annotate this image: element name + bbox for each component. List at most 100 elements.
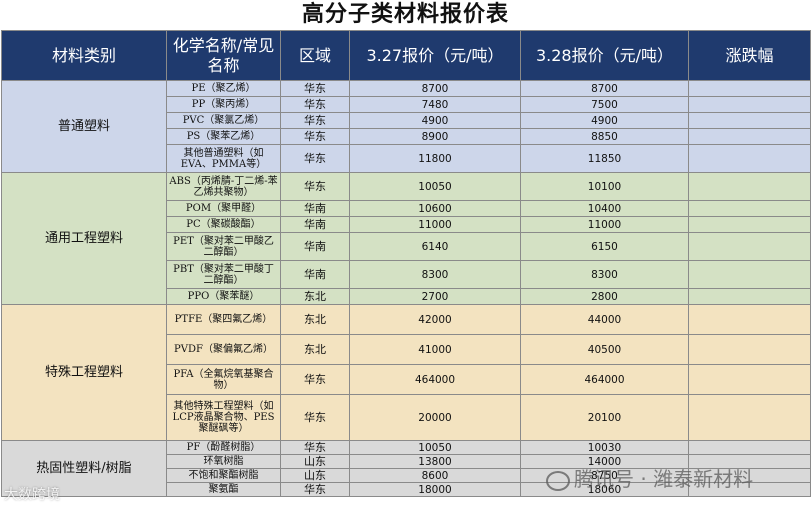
chemical-name: PTFE（聚四氟乙烯）: [166, 304, 281, 335]
chemical-name: PC（聚碳酸酯）: [166, 216, 281, 233]
price-327: 42000: [349, 304, 521, 335]
header-price-327: 3.27报价（元/吨）: [349, 30, 521, 81]
region-cell: 华东: [280, 80, 350, 97]
change-cell: [688, 394, 811, 441]
chemical-name: PF（酚醛树脂）: [166, 440, 281, 455]
chemical-name: PS（聚苯乙烯）: [166, 128, 281, 145]
change-cell: [688, 482, 811, 497]
chemical-name: PET（聚对苯二甲酸乙二醇酯）: [166, 232, 281, 261]
price-327: 13800: [349, 454, 521, 469]
chemical-name: 其他普通塑料（如EVA、PMMA等）: [166, 144, 281, 173]
price-328: 11000: [520, 216, 689, 233]
price-328: 7500: [520, 96, 689, 113]
price-327: 8300: [349, 260, 521, 289]
chemical-name: PPO（聚苯醚）: [166, 288, 281, 305]
header-change: 涨跌幅: [688, 30, 811, 81]
table-row: 环氧树脂 山东 13800 14000: [2, 454, 811, 469]
price-328: 11850: [520, 144, 689, 173]
chemical-name: 环氧树脂: [166, 454, 281, 469]
region-cell: 华东: [280, 144, 350, 173]
header-price-328: 3.28报价（元/吨）: [520, 30, 689, 81]
change-cell: [688, 260, 811, 289]
price-328: 10100: [520, 172, 689, 201]
chemical-name: PP（聚丙烯）: [166, 96, 281, 113]
price-327: 4900: [349, 112, 521, 129]
change-cell: [688, 364, 811, 395]
price-327: 8600: [349, 468, 521, 483]
price-327: 41000: [349, 334, 521, 365]
region-cell: 东北: [280, 288, 350, 305]
region-cell: 华东: [280, 364, 350, 395]
chemical-name: 其他特殊工程塑料（如LCP液晶聚合物、PES聚醚砜等）: [166, 394, 281, 441]
region-cell: 华东: [280, 440, 350, 455]
region-cell: 华东: [280, 112, 350, 129]
table-row: 其他特殊工程塑料（如LCP液晶聚合物、PES聚醚砜等） 华东 20000 201…: [2, 394, 811, 441]
change-cell: [688, 112, 811, 129]
change-cell: [688, 216, 811, 233]
price-327: 2700: [349, 288, 521, 305]
price-328: 10030: [520, 440, 689, 455]
brand-logo: 大数跨境: [4, 487, 60, 503]
table-row: PVC（聚氯乙烯） 华东 4900 4900: [2, 112, 811, 129]
price-328: 44000: [520, 304, 689, 335]
price-327: 10050: [349, 440, 521, 455]
region-cell: 华东: [280, 96, 350, 113]
category-cell: 普通塑料: [1, 80, 167, 173]
chemical-name: PFA（全氟烷氧基聚合物）: [166, 364, 281, 395]
price-328: 8850: [520, 128, 689, 145]
region-cell: 华东: [280, 172, 350, 201]
price-327: 11000: [349, 216, 521, 233]
region-cell: 东北: [280, 334, 350, 365]
chemical-name: 不饱和聚酯树脂: [166, 468, 281, 483]
change-cell: [688, 172, 811, 201]
price-327: 10050: [349, 172, 521, 201]
category-cell: 热固性塑料/树脂: [1, 440, 167, 497]
price-table: 材料类别 化学名称/常见名称 区域 3.27报价（元/吨） 3.28报价（元/吨…: [1, 30, 811, 497]
price-328: 8300: [520, 260, 689, 289]
price-327: 7480: [349, 96, 521, 113]
chemical-name: ABS（丙烯腈-丁二烯-苯乙烯共聚物）: [166, 172, 281, 201]
region-cell: 华南: [280, 200, 350, 217]
region-cell: 华南: [280, 260, 350, 289]
change-cell: [688, 440, 811, 455]
price-327: 8700: [349, 80, 521, 97]
change-cell: [688, 304, 811, 335]
change-cell: [688, 200, 811, 217]
table-row: PBT（聚对苯二甲酸丁二醇酯） 华南 8300 8300: [2, 260, 811, 289]
price-327: 6140: [349, 232, 521, 261]
price-328: 6150: [520, 232, 689, 261]
region-cell: 华东: [280, 394, 350, 441]
price-328: 10400: [520, 200, 689, 217]
region-cell: 华南: [280, 216, 350, 233]
price-328: 14000: [520, 454, 689, 469]
price-327: 18000: [349, 482, 521, 497]
change-cell: [688, 128, 811, 145]
region-cell: 山东: [280, 454, 350, 469]
chemical-name: 聚氨酯: [166, 482, 281, 497]
change-cell: [688, 80, 811, 97]
change-cell: [688, 334, 811, 365]
table-row: 热固性塑料/树脂 PF（酚醛树脂） 华东 10050 10030: [1, 440, 811, 497]
region-cell: 东北: [280, 304, 350, 335]
table-row: 特殊工程塑料 PTFE（聚四氟乙烯） 东北 42000 44000: [1, 304, 811, 441]
change-cell: [688, 454, 811, 469]
chemical-name: PVDF（聚偏氟乙烯）: [166, 334, 281, 365]
category-cell: 特殊工程塑料: [1, 304, 167, 441]
table-row: 普通塑料 PE（聚乙烯） 华东 8700 8700: [1, 80, 811, 173]
price-328: 4900: [520, 112, 689, 129]
region-cell: 山东: [280, 468, 350, 483]
price-327: 8900: [349, 128, 521, 145]
category-cell: 通用工程塑料: [1, 172, 167, 305]
chemical-name: PVC（聚氯乙烯）: [166, 112, 281, 129]
header-region: 区域: [280, 30, 350, 81]
table-row: 通用工程塑料 ABS（丙烯腈-丁二烯-苯乙烯共聚物） 华东 10050 1010…: [1, 172, 811, 305]
change-cell: [688, 144, 811, 173]
chemical-name: POM（聚甲醛）: [166, 200, 281, 217]
wechat-icon: [546, 470, 570, 491]
watermark-text: 腾讯号 · 潍泰新材料: [574, 467, 754, 491]
price-327: 464000: [349, 364, 521, 395]
price-328: 2800: [520, 288, 689, 305]
region-cell: 华东: [280, 128, 350, 145]
change-cell: [688, 232, 811, 261]
price-328: 8700: [520, 80, 689, 97]
